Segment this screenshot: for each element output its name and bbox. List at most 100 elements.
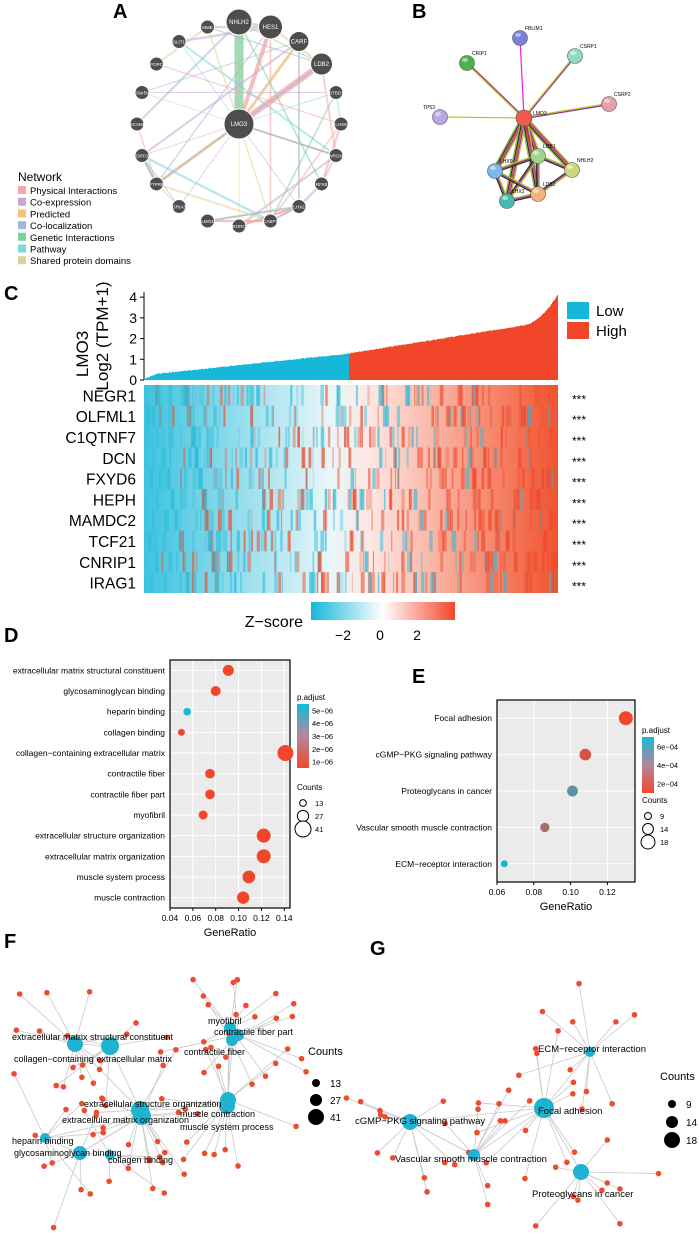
heatmap-cell — [523, 405, 527, 427]
heatmap-cell — [457, 509, 460, 531]
heatmap-cell — [342, 405, 347, 427]
x-tick-label: 0.08 — [207, 913, 224, 923]
cnet-edge — [109, 1036, 167, 1047]
heatmap-cell — [407, 385, 411, 406]
heatmap-cell — [462, 405, 467, 427]
cnet-edge — [13, 1073, 46, 1139]
gene-node — [90, 1080, 97, 1086]
network-node-lmo4 — [199, 213, 215, 229]
heatmap-cell — [525, 551, 530, 573]
gene-node — [570, 1193, 577, 1200]
heatmap-cell — [540, 509, 543, 531]
string-edge — [492, 116, 523, 171]
heatmap-cell — [364, 551, 367, 573]
cnet-edge — [44, 1137, 91, 1195]
cnet-edge — [204, 1105, 228, 1154]
heatmap-cell — [278, 426, 281, 448]
heatmap-cell — [500, 426, 503, 448]
heatmap-cell — [149, 530, 152, 552]
string-node-label: FBLIM1 — [525, 26, 543, 32]
heatmap-cell — [538, 468, 541, 489]
heatmap-cell — [180, 489, 182, 510]
heatmap-cell — [541, 551, 545, 573]
heatmap-cell — [247, 551, 251, 573]
bar-y-tick-label: 0 — [129, 372, 137, 388]
heatmap-cell — [225, 468, 227, 489]
gene-node — [617, 1220, 623, 1227]
heatmap-cell — [296, 385, 299, 406]
heatmap-cell — [192, 530, 195, 552]
heatmap-cell — [439, 447, 442, 469]
heatmap-cell — [162, 530, 166, 552]
e-padjust-ticks: 6e−04 4e−04 2e−04 — [657, 742, 678, 788]
heatmap-cell — [332, 447, 334, 469]
heatmap-cell — [344, 426, 348, 448]
string-edge — [495, 169, 539, 194]
heatmap-cell — [414, 572, 418, 593]
cnet-edge — [409, 1121, 456, 1165]
heatmap-cell — [254, 426, 256, 448]
heatmap-cell — [309, 489, 313, 510]
gene-node — [125, 1141, 132, 1148]
heatmap-cell — [428, 489, 431, 510]
network-node-lhx9 — [333, 116, 349, 132]
heatmap-cell — [528, 572, 533, 593]
gene-node — [262, 1073, 269, 1079]
gene-label-tcf21: TCF21 — [89, 534, 136, 551]
heatmap-cell — [235, 447, 237, 469]
heatmap-cell — [420, 551, 423, 573]
heatmap-cell — [433, 426, 436, 448]
gene-node — [123, 1031, 130, 1038]
gene-node — [93, 1112, 99, 1119]
network-node-label: LHX2 — [293, 205, 305, 210]
heatmap-cell — [231, 447, 233, 469]
g-term-nodes — [402, 1047, 595, 1180]
heatmap-cell — [463, 426, 465, 448]
cnet-edge — [46, 992, 76, 1045]
heatmap-cell — [262, 572, 266, 593]
heatmap-cell — [527, 405, 532, 427]
cnet-edge — [74, 1033, 127, 1045]
heatmap-cell — [321, 405, 324, 427]
cnet-edge — [473, 1100, 530, 1156]
cnet-edge — [580, 1171, 621, 1224]
heatmap-cell — [288, 405, 292, 427]
heatmap-cell — [195, 509, 199, 531]
gene-node — [99, 1096, 106, 1102]
heatmap-cell — [458, 385, 461, 406]
heatmap-cell — [151, 509, 155, 531]
heatmap-cell — [300, 489, 305, 510]
network-edge-23 — [238, 21, 323, 185]
heatmap-cell — [257, 426, 261, 448]
heatmap-cell — [264, 447, 267, 469]
dot-collagen-containing-extracellular-matrix — [277, 745, 294, 761]
padjust-tick-label: 2e−06 — [312, 745, 333, 754]
heatmap-cell — [244, 447, 248, 469]
cnet-edge — [109, 1154, 165, 1194]
legend-label-co-expression: Co-expression — [30, 198, 91, 209]
cnet-edge — [161, 1098, 228, 1107]
go-cnet-plot: extracellular matrix structural constitu… — [11, 976, 343, 1231]
heatmap-cell — [314, 530, 318, 552]
x-tick-label: 0.04 — [162, 913, 179, 923]
heatmap-cell — [332, 489, 334, 510]
heatmap-cell — [547, 405, 551, 427]
heatmap-cell — [531, 468, 535, 489]
heatmap-cell — [382, 405, 387, 427]
gene-node — [234, 976, 241, 983]
heatmap-cell — [242, 551, 246, 573]
heatmap-cell — [210, 447, 213, 469]
heatmap-cell — [381, 385, 384, 406]
gene-node — [555, 1028, 561, 1034]
legend-swatch-pathway — [18, 244, 26, 253]
heatmap-cell — [541, 468, 545, 489]
string-node-label: CSRP1 — [580, 44, 597, 50]
heatmap-cell — [227, 551, 229, 573]
heatmap-cell — [238, 426, 240, 448]
heatmap-cell — [308, 447, 312, 469]
gene-node — [570, 1079, 577, 1086]
network-node-nhlh2 — [225, 8, 253, 36]
cnet-edge — [109, 1154, 160, 1158]
heatmap-cell — [539, 385, 541, 406]
heatmap-cell — [440, 551, 444, 573]
